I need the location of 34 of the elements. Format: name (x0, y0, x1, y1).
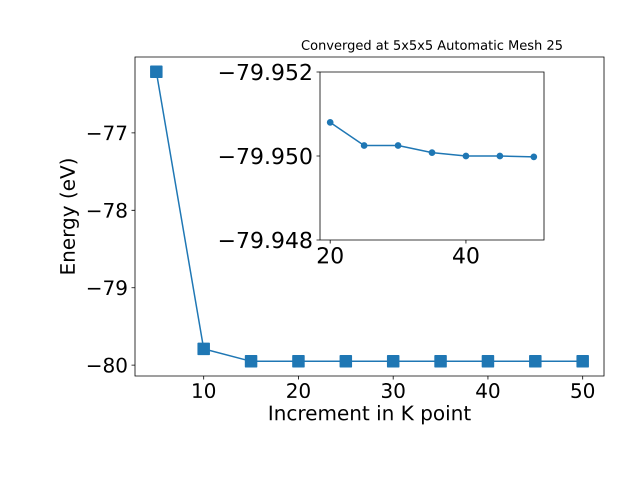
point (529, 355, 542, 368)
point (326, 119, 334, 126)
y-axis-title: Energy (eV) (60, 159, 79, 274)
y-tick-label: −77 (88, 126, 126, 140)
x-axis-title: Increment in K point (270, 405, 471, 424)
y-tick-label: −80 (88, 358, 127, 373)
x-tick-label: 20 (318, 247, 343, 264)
x-tick-label: 30 (382, 383, 405, 398)
x-tick-label: 40 (476, 383, 500, 398)
x-tick-label: 40 (453, 247, 478, 264)
point (482, 355, 494, 368)
point (462, 152, 470, 160)
point (394, 142, 402, 149)
point (496, 152, 504, 160)
point (244, 355, 258, 368)
x-tick-label: 50 (572, 383, 594, 398)
point (340, 355, 352, 368)
y-tick-label: −78 (88, 202, 127, 218)
point (386, 355, 400, 368)
point (576, 355, 589, 368)
point (197, 342, 210, 356)
point (434, 355, 447, 368)
point (360, 142, 368, 149)
point (150, 65, 163, 78)
point (292, 355, 305, 368)
chart-title: Converged at 5x5x5 Automatic Mesh 25 (302, 40, 562, 52)
y-tick-label: −79.950 (220, 148, 312, 164)
x-tick-label: 20 (287, 383, 310, 398)
x-tick-label: 10 (193, 383, 216, 398)
y-tick-label: −79.952 (220, 64, 311, 80)
y-tick-label: −79 (88, 280, 127, 296)
point (530, 153, 538, 160)
point (428, 149, 436, 156)
y-tick-label: −79.948 (220, 232, 312, 248)
